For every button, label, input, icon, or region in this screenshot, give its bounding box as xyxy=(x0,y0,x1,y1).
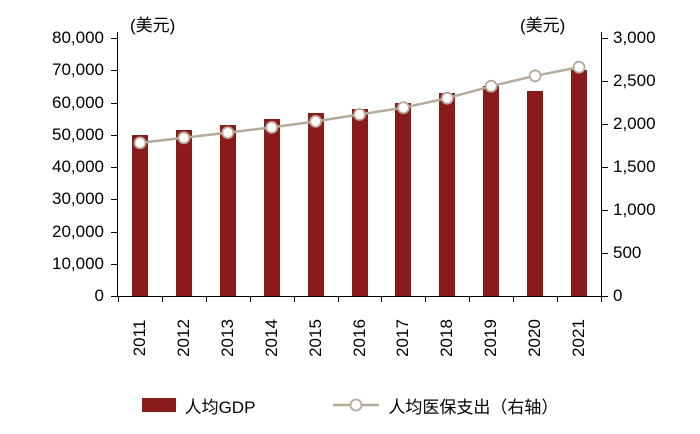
x-axis-tick xyxy=(250,297,251,302)
right-axis-label: 1,500 xyxy=(613,157,656,176)
x-axis-tick xyxy=(557,297,558,302)
left-axis-tick xyxy=(111,70,117,71)
left-axis-tick xyxy=(111,264,117,265)
line-marker-2020 xyxy=(528,69,542,83)
x-axis-tick xyxy=(294,297,295,302)
x-axis-label-2011: 2011 xyxy=(130,319,149,357)
left-axis-line xyxy=(117,32,118,297)
right-axis-tick xyxy=(602,81,608,82)
x-axis-tick xyxy=(338,297,339,302)
right-axis-tick xyxy=(602,38,608,39)
x-axis-label-2017: 2017 xyxy=(393,319,412,357)
left-axis-tick xyxy=(111,135,117,136)
legend-item-gdp: 人均GDP xyxy=(141,393,256,418)
x-axis-label-2021: 2021 xyxy=(569,319,588,357)
x-axis-label-2016: 2016 xyxy=(350,319,369,357)
x-axis-tick xyxy=(381,297,382,302)
right-axis-tick xyxy=(602,296,608,297)
left-axis-label: 0 xyxy=(94,286,104,305)
left-axis-tick xyxy=(111,103,117,104)
x-axis-tick xyxy=(513,297,514,302)
bar-2012 xyxy=(176,130,192,296)
x-axis-label-2020: 2020 xyxy=(525,319,544,357)
right-axis-label: 3,000 xyxy=(613,28,656,47)
bar-2016 xyxy=(352,109,368,296)
left-axis-tick xyxy=(111,232,117,233)
x-axis-label-2018: 2018 xyxy=(437,319,456,357)
right-axis-label: 2,000 xyxy=(613,114,656,133)
bar-2017 xyxy=(395,103,411,296)
x-axis-label-2015: 2015 xyxy=(306,319,325,357)
x-axis-label-2012: 2012 xyxy=(174,319,193,357)
left-axis-label: 70,000 xyxy=(52,60,104,79)
x-axis-line xyxy=(117,296,602,297)
right-axis-label: 500 xyxy=(613,243,642,262)
right-axis-tick xyxy=(602,167,608,168)
left-axis-unit: (美元) xyxy=(130,16,176,35)
legend-line-sample-icon xyxy=(333,398,380,412)
x-axis-tick xyxy=(425,297,426,302)
legend-bar-swatch xyxy=(141,398,176,412)
right-axis-label: 2,500 xyxy=(613,71,656,90)
right-axis-unit: (美元) xyxy=(520,16,566,35)
left-axis-tick xyxy=(111,167,117,168)
legend: 人均GDP 人均医保支出（右轴） xyxy=(0,390,700,420)
bar-2014 xyxy=(264,119,280,296)
left-axis-label: 30,000 xyxy=(52,189,104,208)
bar-2018 xyxy=(439,93,455,296)
bar-2011 xyxy=(132,135,148,296)
right-axis-label: 0 xyxy=(613,286,623,305)
legend-item-insurance: 人均医保支出（右轴） xyxy=(333,393,558,418)
x-axis-label-2013: 2013 xyxy=(218,319,237,357)
x-axis-label-2014: 2014 xyxy=(262,319,281,357)
bar-2019 xyxy=(483,86,499,296)
left-axis-label: 60,000 xyxy=(52,93,104,112)
right-axis-tick xyxy=(602,253,608,254)
legend-label-gdp: 人均GDP xyxy=(184,397,256,417)
left-axis-label: 40,000 xyxy=(52,157,104,176)
right-axis-label: 1,000 xyxy=(613,200,656,219)
bar-2021 xyxy=(571,70,587,296)
x-axis-tick xyxy=(601,297,602,302)
left-axis-label: 50,000 xyxy=(52,125,104,144)
legend-label-insurance: 人均医保支出（右轴） xyxy=(388,397,559,417)
x-axis-tick xyxy=(206,297,207,302)
left-axis-label: 10,000 xyxy=(52,254,104,273)
x-axis-tick xyxy=(118,297,119,302)
left-axis-tick xyxy=(111,199,117,200)
right-axis-tick xyxy=(602,124,608,125)
x-axis-tick xyxy=(162,297,163,302)
bar-2020 xyxy=(527,91,543,296)
x-axis-tick xyxy=(469,297,470,302)
bar-2015 xyxy=(308,113,324,296)
left-axis-tick xyxy=(111,38,117,39)
bar-2013 xyxy=(220,125,236,296)
x-axis-label-2019: 2019 xyxy=(481,319,500,357)
left-axis-label: 80,000 xyxy=(52,28,104,47)
left-axis-label: 20,000 xyxy=(52,222,104,241)
left-axis-tick xyxy=(111,296,117,297)
right-axis-line xyxy=(601,32,602,297)
right-axis-tick xyxy=(602,210,608,211)
